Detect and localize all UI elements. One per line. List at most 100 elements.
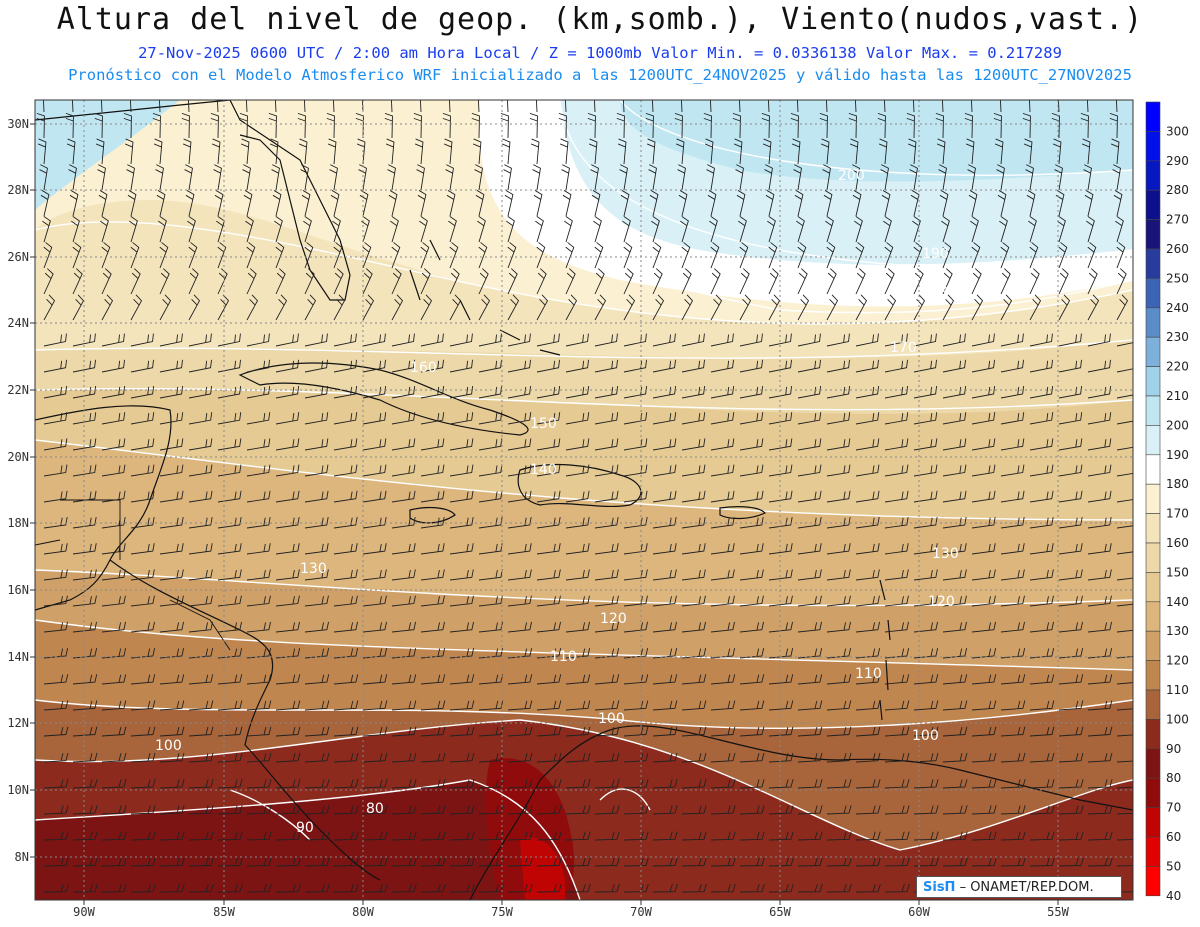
wind-barb [942, 674, 968, 685]
wind-barb [130, 857, 156, 867]
wind-barb [1029, 621, 1054, 633]
wind-barb [1116, 786, 1133, 789]
wind-barb [123, 112, 132, 139]
wind-barb [1057, 100, 1060, 113]
wind-barb [536, 385, 561, 399]
wind-barb [243, 190, 253, 217]
wind-barb [826, 621, 851, 633]
wind-barb [130, 831, 156, 841]
lon-label: 90W [73, 905, 95, 919]
wind-barb [246, 857, 272, 867]
wind-barb [964, 112, 973, 139]
wind-barb [507, 700, 533, 711]
wind-barb [651, 216, 660, 243]
wind-barb [797, 359, 821, 373]
wind-barb [826, 595, 851, 607]
wind-barb [910, 190, 920, 217]
wind-barb [72, 516, 97, 529]
wind-barb [852, 190, 862, 217]
lon-label: 70W [630, 905, 652, 919]
wind-barb [1029, 700, 1055, 711]
wind-barb [855, 385, 880, 399]
contour-label: 100 [155, 738, 182, 754]
wind-barb [1116, 839, 1133, 841]
wind-barb [501, 138, 511, 165]
wind-barb [449, 648, 475, 659]
wind-barb [1110, 138, 1120, 165]
wind-barb [507, 674, 533, 685]
wind-barb [420, 268, 431, 295]
wind-barb [188, 726, 214, 737]
wind-barb [72, 268, 83, 295]
wind-barb [739, 385, 764, 399]
wind-barb [855, 294, 868, 321]
wind-barb [275, 595, 300, 607]
wind-barb [913, 752, 939, 763]
wind-barb [420, 569, 445, 581]
wind-barb [72, 883, 98, 893]
wind-barb [825, 100, 828, 113]
wind-barb [942, 333, 966, 347]
wind-barb [1029, 805, 1055, 815]
wind-barb [942, 464, 967, 477]
wind-barb [1029, 726, 1055, 737]
wind-barb [420, 857, 446, 867]
wind-barb [478, 294, 491, 321]
wind-barb [362, 268, 373, 295]
wind-barb [768, 438, 793, 451]
wind-barb [304, 674, 330, 685]
wind-barb [942, 385, 967, 399]
wind-barb [507, 621, 532, 633]
wind-barb [478, 883, 504, 893]
wind-barb [159, 412, 184, 425]
wind-barb [477, 216, 486, 243]
wind-barb [884, 569, 909, 581]
legend-label: 140 [1166, 595, 1189, 609]
contour-label: 100 [598, 711, 625, 727]
lat-label: 28N [7, 183, 29, 197]
wind-barb [855, 333, 879, 347]
wind-barb [710, 543, 735, 555]
wind-barb [826, 831, 852, 841]
wind-barb [1058, 438, 1083, 451]
wind-barb [594, 333, 618, 347]
wind-barb [101, 490, 126, 503]
wind-barb [826, 385, 851, 399]
wind-barb [304, 700, 330, 711]
wind-barb [794, 190, 804, 217]
wind-barb [1084, 190, 1094, 217]
wind-barb [188, 333, 212, 347]
wind-barb [420, 883, 446, 893]
wind-barb [159, 569, 184, 581]
wind-barb [739, 490, 764, 503]
wind-barb [358, 164, 367, 191]
wind-barb [72, 333, 96, 347]
wind-barb [362, 595, 387, 607]
wind-barb [275, 490, 300, 503]
wind-barb [652, 752, 678, 763]
wind-barb [1000, 621, 1025, 633]
wind-barb [677, 164, 686, 191]
wind-barb [130, 412, 155, 425]
wind-barb [188, 543, 213, 555]
wind-barb [913, 569, 938, 581]
wind-barb [304, 779, 330, 789]
wind-barb [449, 464, 474, 477]
wind-barb [646, 138, 656, 165]
wind-barb [1029, 516, 1054, 529]
wind-barb [826, 516, 851, 529]
wind-barb [449, 779, 475, 789]
wind-barb [362, 438, 387, 451]
wind-barb [826, 752, 852, 763]
legend-swatch [1145, 307, 1161, 338]
lat-label: 16N [7, 583, 29, 597]
wind-barb [246, 333, 270, 347]
wind-barb [332, 100, 335, 113]
wind-barb [333, 516, 358, 529]
wind-barb [536, 294, 549, 321]
wind-barb [826, 333, 850, 347]
wind-barb [362, 621, 387, 633]
wind-barb [971, 595, 996, 607]
wind-barb [565, 805, 591, 815]
wind-barb [1058, 294, 1071, 321]
